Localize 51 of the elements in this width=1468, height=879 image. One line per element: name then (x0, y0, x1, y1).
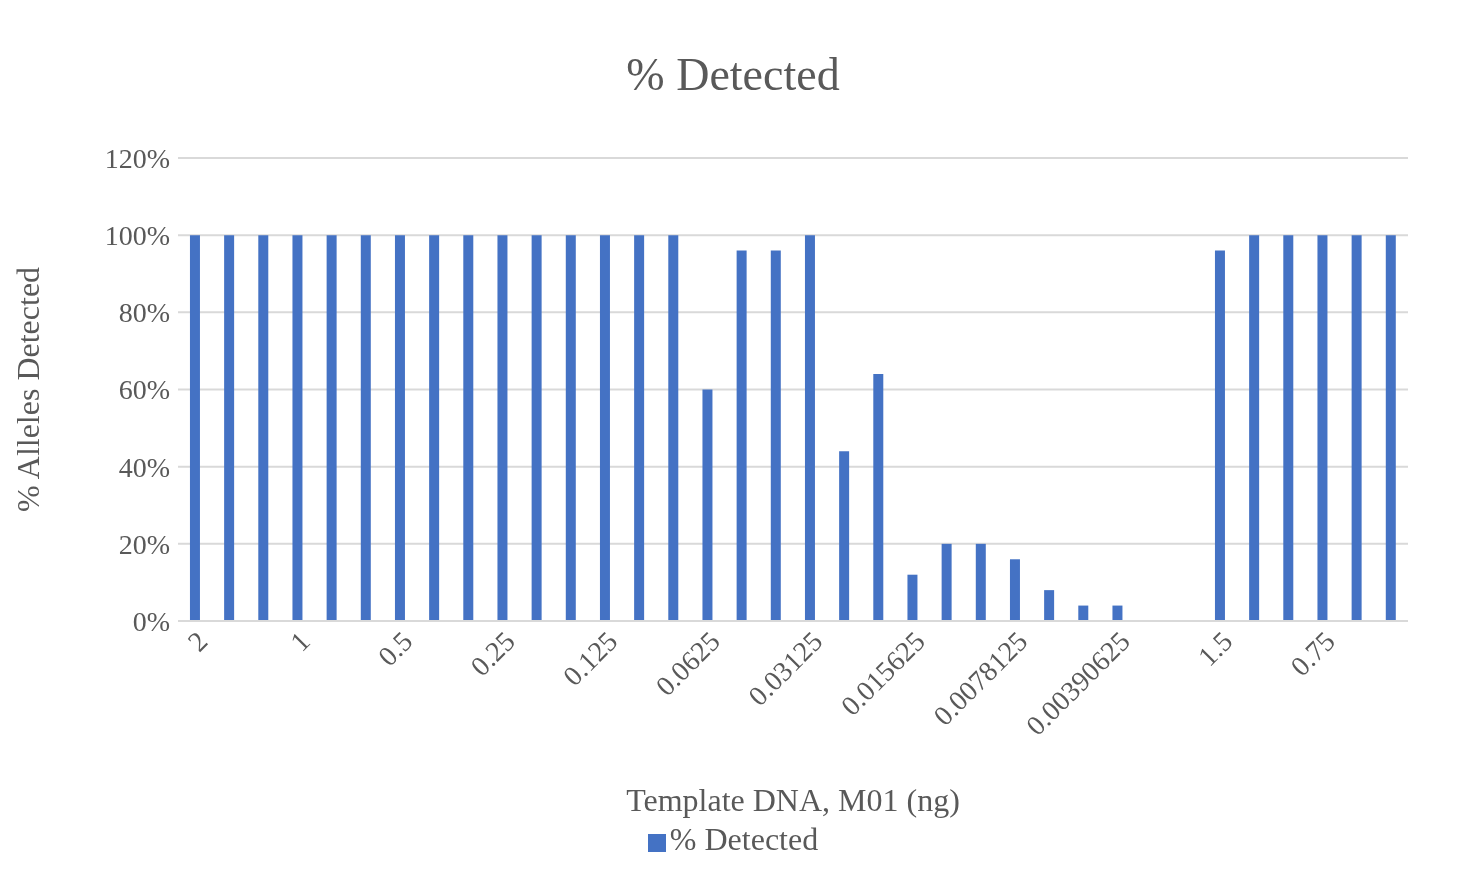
bar (668, 235, 679, 621)
bar (189, 235, 200, 621)
y-tick-label: 80% (118, 297, 170, 329)
bar (702, 389, 713, 621)
legend-label: % Detected (669, 821, 819, 857)
y-tick-label: 20% (118, 528, 170, 560)
bar (1249, 235, 1260, 621)
bar (463, 235, 474, 621)
bar (804, 235, 815, 621)
x-axis-title: Template DNA, M01 (ng) (626, 782, 960, 818)
y-axis-title: % Alleles Detected (10, 266, 47, 513)
bar (907, 574, 918, 621)
bar (770, 250, 781, 621)
bar (839, 451, 850, 621)
bar (224, 235, 235, 621)
bar (941, 543, 952, 621)
bar (429, 235, 440, 621)
bar (1317, 235, 1328, 621)
bar (1009, 559, 1020, 621)
bar (292, 235, 303, 621)
y-tick-label: 0% (132, 605, 170, 637)
bar (497, 235, 508, 621)
bar (634, 235, 645, 621)
x-tick-label: 1 (284, 625, 316, 658)
bar (873, 374, 884, 621)
y-tick-label: 60% (118, 374, 170, 406)
chart-title: % Detected (625, 48, 841, 102)
bar (565, 235, 576, 621)
x-tick-label: 0.5 (371, 625, 419, 673)
bar (599, 235, 610, 621)
bar (975, 543, 986, 621)
y-tick-label: 40% (118, 451, 170, 483)
x-tick-label: 1.5 (1191, 625, 1239, 673)
bar (1351, 235, 1362, 621)
x-tick-label: 2 (181, 625, 214, 658)
bar (1385, 235, 1396, 621)
bar (1214, 250, 1225, 621)
y-tick-label: 120% (104, 142, 170, 174)
x-tick-label: 0.75 (1284, 625, 1341, 682)
bar (326, 235, 337, 621)
bar (1078, 605, 1089, 621)
bar (531, 235, 542, 621)
y-tick-label: 100% (104, 220, 170, 252)
bar (1112, 605, 1123, 621)
bar (1044, 590, 1055, 621)
bar (1283, 235, 1294, 621)
x-tick-label: 0.25 (464, 625, 521, 682)
bar (258, 235, 269, 621)
bar (394, 235, 405, 621)
bar (736, 250, 747, 621)
bar (360, 235, 371, 621)
